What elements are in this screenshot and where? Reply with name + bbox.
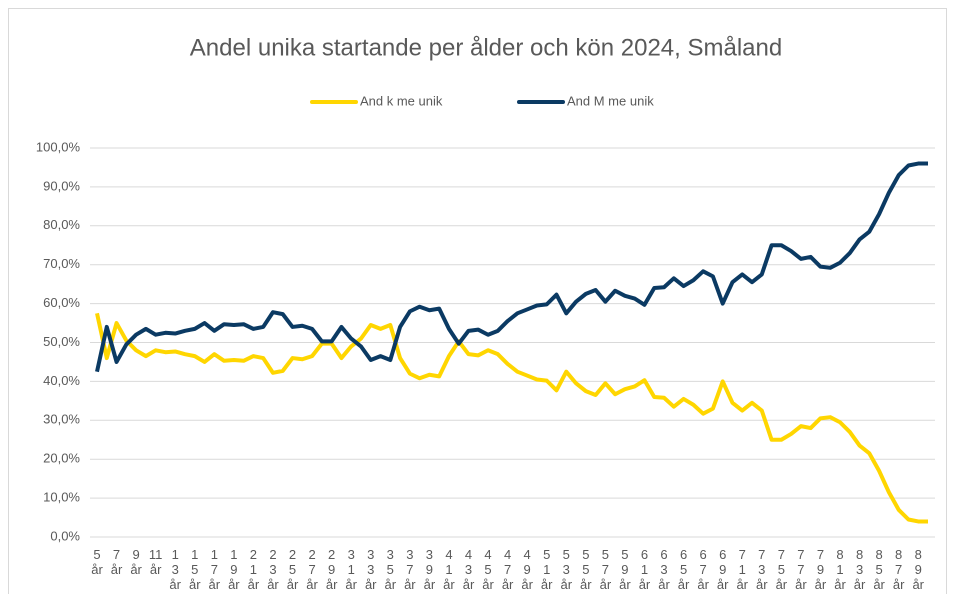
x-tick-label: 87 år (892, 547, 905, 592)
x-tick-label: 55 år (580, 547, 592, 592)
x-tick-label: 31 år (345, 547, 357, 592)
y-tick-label: 30,0% (43, 412, 80, 427)
x-tick-label: 85 år (873, 547, 885, 592)
y-tick-label: 70,0% (43, 256, 80, 271)
x-tick-label: 57 år (599, 547, 612, 592)
x-tick-label: 53 år (560, 547, 573, 592)
x-tick-label: 63 år (658, 547, 670, 592)
x-tick-label: 19 år (228, 547, 240, 592)
x-tick-label: 83 år (853, 547, 866, 592)
x-tick-label: 11 år (148, 547, 163, 577)
x-tick-label: 29 år (325, 547, 338, 592)
x-tick-label: 35 år (384, 547, 397, 592)
legend-label: And M me unik (567, 93, 654, 108)
x-tick-label: 67 år (697, 547, 709, 592)
y-tick-label: 90,0% (43, 178, 80, 193)
x-tick-label: 13 år (169, 547, 181, 592)
x-tick-label: 81 år (834, 547, 846, 592)
x-tick-label: 23 år (267, 547, 279, 592)
y-tick-label: 40,0% (43, 373, 80, 388)
x-tick-label: 21 år (247, 547, 260, 592)
y-tick-label: 20,0% (43, 451, 80, 466)
x-tick-label: 5 år (91, 547, 103, 577)
y-tick-label: 10,0% (43, 490, 80, 505)
chart-title: Andel unika startande per ålder och kön … (190, 34, 782, 61)
x-tick-label: 71 år (736, 547, 749, 592)
x-tick-label: 89 år (912, 547, 924, 592)
x-tick-label: 27 år (306, 547, 318, 592)
x-tick-label: 37 år (404, 547, 416, 592)
x-tick-label: 25 år (286, 547, 299, 592)
x-tick-label: 39 år (423, 547, 436, 592)
x-tick-label: 17 år (208, 547, 221, 592)
legend-label: And k me unik (360, 93, 443, 108)
x-tick-label: 33 år (364, 547, 377, 592)
x-tick-label: 65 år (677, 547, 690, 592)
y-tick-label: 100,0% (36, 139, 81, 154)
x-tick-label: 75 år (775, 547, 788, 592)
x-tick-label: 51 år (540, 547, 553, 592)
x-tick-label: 69 år (716, 547, 729, 592)
x-tick-label: 61 år (638, 547, 651, 592)
x-tick-label: 59 år (619, 547, 631, 592)
y-tick-label: 60,0% (43, 295, 80, 310)
x-tick-label: 77 år (795, 547, 807, 592)
x-tick-label: 45 år (482, 547, 494, 592)
series-line (95, 312, 928, 524)
x-tick-label: 47 år (501, 547, 514, 592)
chart-border (8, 8, 947, 594)
x-tick-label: 79 år (814, 547, 827, 592)
x-tick-label: 15 år (188, 547, 201, 592)
y-tick-label: 80,0% (43, 217, 80, 232)
y-tick-label: 0,0% (50, 528, 80, 543)
x-tick-label: 7 år (110, 547, 123, 577)
series-line (95, 161, 928, 373)
x-tick-label: 41 år (443, 547, 455, 592)
y-tick-label: 50,0% (43, 334, 80, 349)
x-tick-label: 9 år (130, 547, 142, 577)
x-tick-label: 43 år (462, 547, 475, 592)
x-tick-label: 73 år (756, 547, 768, 592)
x-tick-label: 49 år (521, 547, 533, 592)
